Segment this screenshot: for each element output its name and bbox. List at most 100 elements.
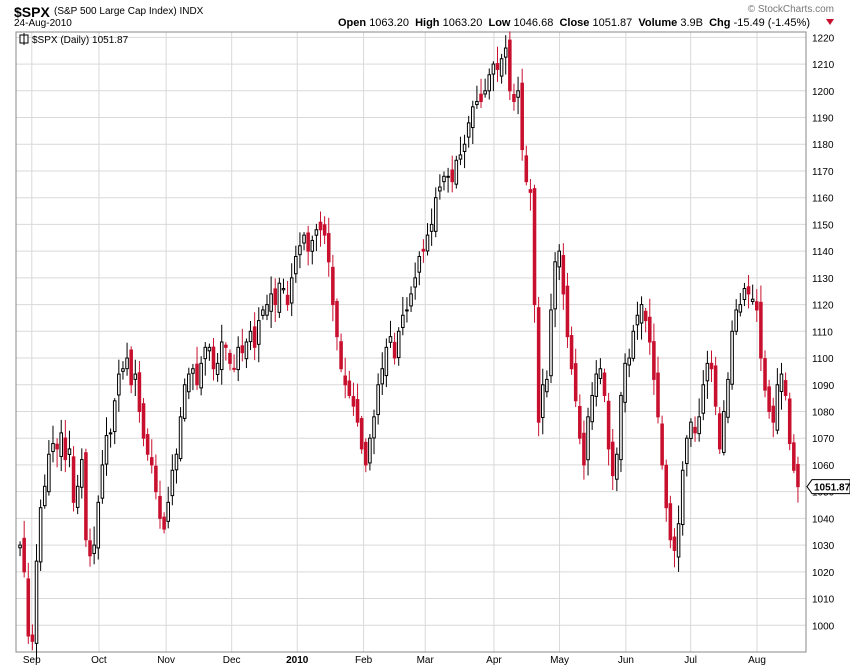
candle-body (67, 448, 72, 455)
candle-body (289, 277, 294, 304)
candle-body (162, 516, 166, 530)
candle-body (335, 300, 339, 338)
candle-body (273, 288, 278, 306)
candle-body (796, 463, 800, 488)
candle-body (236, 346, 240, 371)
series-label: $SPX (Daily) 1051.87 (32, 35, 129, 46)
candle-body (676, 523, 681, 558)
candle-body (339, 341, 343, 370)
candle-body (594, 373, 599, 397)
candle-body (417, 255, 422, 273)
y-tick-label: 1090 (812, 381, 835, 392)
candle-body (84, 452, 88, 541)
candle-body (722, 410, 726, 453)
candle-body (446, 175, 450, 178)
candle-body (232, 367, 236, 370)
candle-body (775, 384, 780, 431)
candle-body (355, 399, 360, 423)
candle-body (215, 362, 220, 375)
open-value: 1063.20 (369, 17, 409, 29)
candle-body (508, 39, 512, 92)
y-tick-label: 1070 (812, 434, 835, 445)
candle-body (228, 353, 232, 364)
candle-body (569, 335, 574, 370)
candle-body (129, 349, 133, 386)
x-tick-label: Nov (157, 655, 175, 666)
y-tick-label: 1170 (812, 167, 834, 178)
candle-body (30, 634, 35, 642)
candle-body (26, 578, 31, 637)
candle-body (281, 288, 286, 291)
candle-body (343, 375, 347, 386)
candle-body (413, 277, 417, 288)
candle-body (384, 346, 389, 377)
candle-body (100, 464, 105, 499)
candle-body (545, 378, 549, 393)
candles-layer (18, 31, 800, 662)
candle-body (211, 346, 216, 370)
candle-body (149, 457, 154, 466)
candle-body (540, 384, 545, 419)
candle-body (532, 188, 537, 306)
y-tick-label: 1000 (812, 621, 835, 632)
candle-body (158, 495, 162, 519)
y-tick-label: 1100 (812, 354, 834, 365)
y-tick-label: 1210 (812, 60, 835, 71)
y-axis: 1000101010201030104010501060107010801090… (812, 33, 835, 632)
candle-body (623, 362, 627, 403)
close-value: 1051.87 (592, 17, 633, 29)
candle-body (627, 357, 631, 366)
candle-body (368, 437, 372, 464)
candle-body (240, 345, 245, 354)
y-tick-label: 1030 (812, 541, 835, 552)
candle-body (203, 346, 208, 360)
candle-body (141, 403, 146, 439)
candle-body (738, 304, 743, 313)
candle-body (750, 298, 755, 302)
candle-body (429, 223, 434, 232)
x-tick-label: Feb (355, 655, 373, 666)
candle-body (726, 378, 730, 418)
candle-body (18, 544, 22, 549)
candle-body (516, 90, 520, 98)
candle-body (792, 442, 796, 471)
low-label: Low (488, 17, 511, 29)
candle-body (598, 368, 603, 379)
y-tick-label: 1200 (812, 87, 835, 98)
plot-frame (15, 31, 807, 653)
candle-body (458, 154, 463, 160)
candle-body (701, 384, 706, 414)
candle-body (47, 453, 51, 493)
candle-body (96, 501, 101, 549)
candle-body (182, 384, 187, 419)
candle-body (685, 437, 689, 464)
candle-body (442, 175, 446, 183)
candle-body (578, 405, 582, 439)
candle-body (376, 384, 380, 416)
chg-value: -15.49 (-1.45%) (733, 17, 810, 29)
candle-body (117, 373, 121, 396)
candle-body (759, 301, 763, 359)
candle-body (154, 465, 158, 493)
low-value: 1046.68 (513, 17, 554, 29)
x-tick-label: Aug (748, 655, 766, 666)
candle-body (322, 224, 327, 236)
candle-body (71, 456, 76, 503)
candle-body (219, 341, 224, 371)
candle-body (421, 248, 426, 252)
candle-body (392, 341, 397, 359)
y-tick-label: 1140 (812, 247, 834, 258)
x-tick-label: Sep (23, 655, 41, 666)
candle-body (331, 266, 335, 306)
candle-body (405, 309, 409, 312)
candle-body (520, 82, 524, 151)
candle-body (730, 330, 734, 385)
exchange-label: INDX (179, 6, 204, 17)
x-tick-label: Oct (91, 655, 107, 666)
candle-body (409, 293, 413, 307)
candle-body (746, 286, 751, 295)
candle-body (199, 362, 203, 389)
chart-header: $SPX (S&P 500 Large Cap Index) INDX 24-A… (0, 0, 850, 32)
candle-body (425, 234, 430, 252)
candle-body (285, 294, 290, 306)
